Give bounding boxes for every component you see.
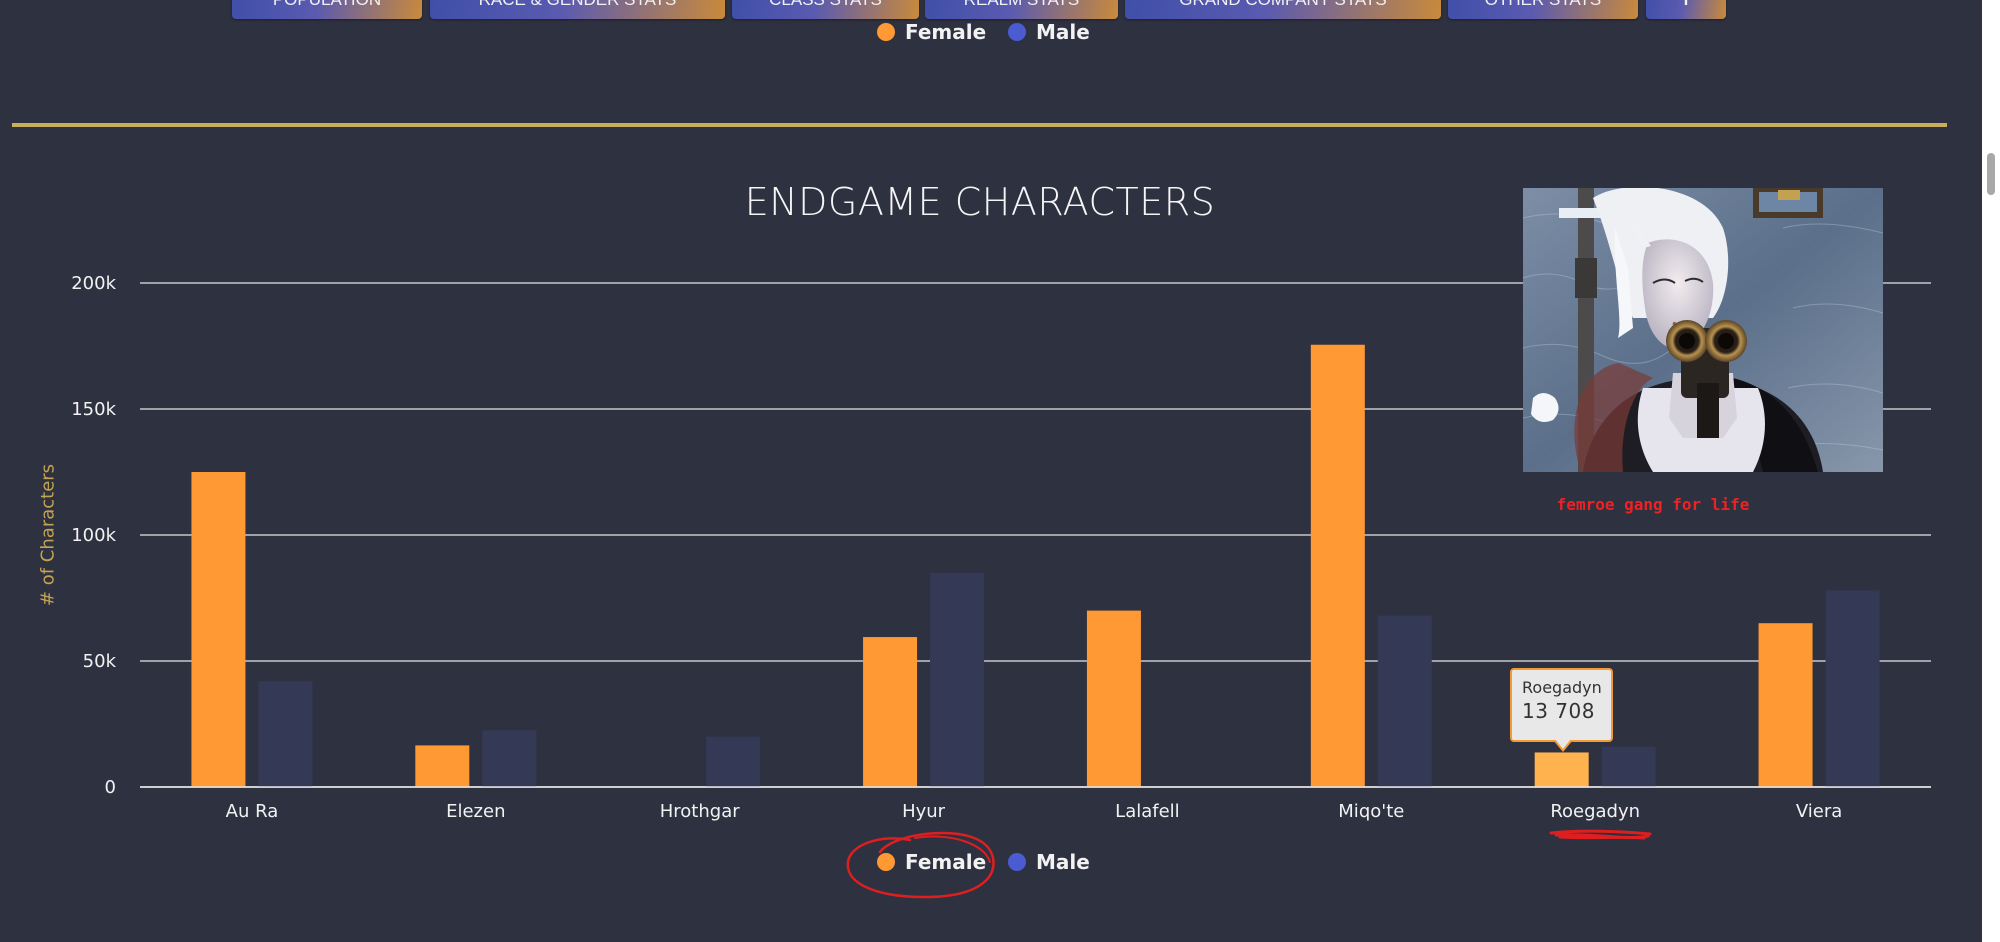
y-tick-label: 100k [71,525,116,546]
y-tick-label: 0 [105,777,116,798]
bar-female[interactable] [1758,623,1813,787]
bar-male[interactable] [1825,590,1880,787]
bar-male[interactable] [706,736,761,787]
nav-button-race-gender-stats[interactable]: RACE & GENDER STATS [430,0,725,19]
x-tick-label: Au Ra [226,801,279,822]
bar-female[interactable] [863,637,918,787]
bar-female[interactable] [1534,752,1589,787]
x-tick-label: Lalafell [1115,801,1180,822]
legend-item-female[interactable]: Female [877,17,986,47]
bottom-chart-legend: Female Male [877,847,1107,877]
nav-button-other-stats[interactable]: OTHER STATS [1448,0,1638,19]
meme-caption: femroe gang for life [1556,495,1750,514]
legend-label-female: Female [905,850,987,874]
y-tick-label: 150k [71,399,116,420]
legend-item-female[interactable]: Female [877,847,986,877]
bar-male[interactable] [1601,746,1656,787]
legend-item-male[interactable]: Male [1008,17,1090,47]
x-tick-label: Hrothgar [660,801,740,822]
top-chart-legend: Female Male [877,17,1107,47]
section-divider [12,123,1947,127]
bar-female[interactable] [1310,344,1365,787]
tooltip-value: 13 708 [1522,699,1595,723]
legend-dot-male [1008,22,1026,41]
bar-tooltip: Roegadyn 13 708 [1510,668,1613,752]
legend-label-male: Male [1036,850,1090,874]
x-tick-label: Miqo'te [1338,801,1404,822]
nav-button-info[interactable]: i [1646,0,1726,19]
legend-label-female: Female [905,20,987,44]
x-tick-label: Elezen [446,801,505,822]
x-tick-label: Viera [1796,801,1842,822]
bar-female[interactable] [415,745,470,787]
top-nav-bar: POPULATION RACE & GENDER STATS CLASS STA… [0,0,2000,22]
chart-title: ENDGAME CHARACTERS [744,180,1216,224]
nav-button-class-stats[interactable]: CLASS STATS [732,0,919,19]
character-pointing-gun-image [1523,188,1883,472]
nav-button-realm-stats[interactable]: REALM STATS [925,0,1118,19]
meme-image [1523,188,1883,472]
x-tick-label: Hyur [902,801,946,822]
bar-male[interactable] [482,730,537,787]
scrollbar-thumb[interactable] [1987,153,1995,195]
tooltip-pointer-fill [1555,739,1571,749]
legend-dot-female [877,22,895,41]
nav-button-population[interactable]: POPULATION [232,0,422,19]
tooltip-category: Roegadyn [1522,678,1602,697]
bar-female[interactable] [1086,610,1141,787]
y-tick-label: 50k [83,651,117,672]
bar-female[interactable] [191,472,246,787]
legend-dot-male [1008,852,1026,871]
x-tick-label: Roegadyn [1550,801,1640,822]
nav-button-grand-company-stats[interactable]: GRAND COMPANY STATS [1125,0,1441,19]
legend-item-male[interactable]: Male [1008,847,1090,877]
bar-male[interactable] [1377,615,1432,787]
legend-dot-female [877,852,895,871]
scrollbar-track[interactable] [1982,0,2000,942]
legend-label-male: Male [1036,20,1090,44]
y-tick-label: 200k [71,273,116,294]
bar-male[interactable] [258,681,313,787]
bar-male[interactable] [930,572,985,787]
